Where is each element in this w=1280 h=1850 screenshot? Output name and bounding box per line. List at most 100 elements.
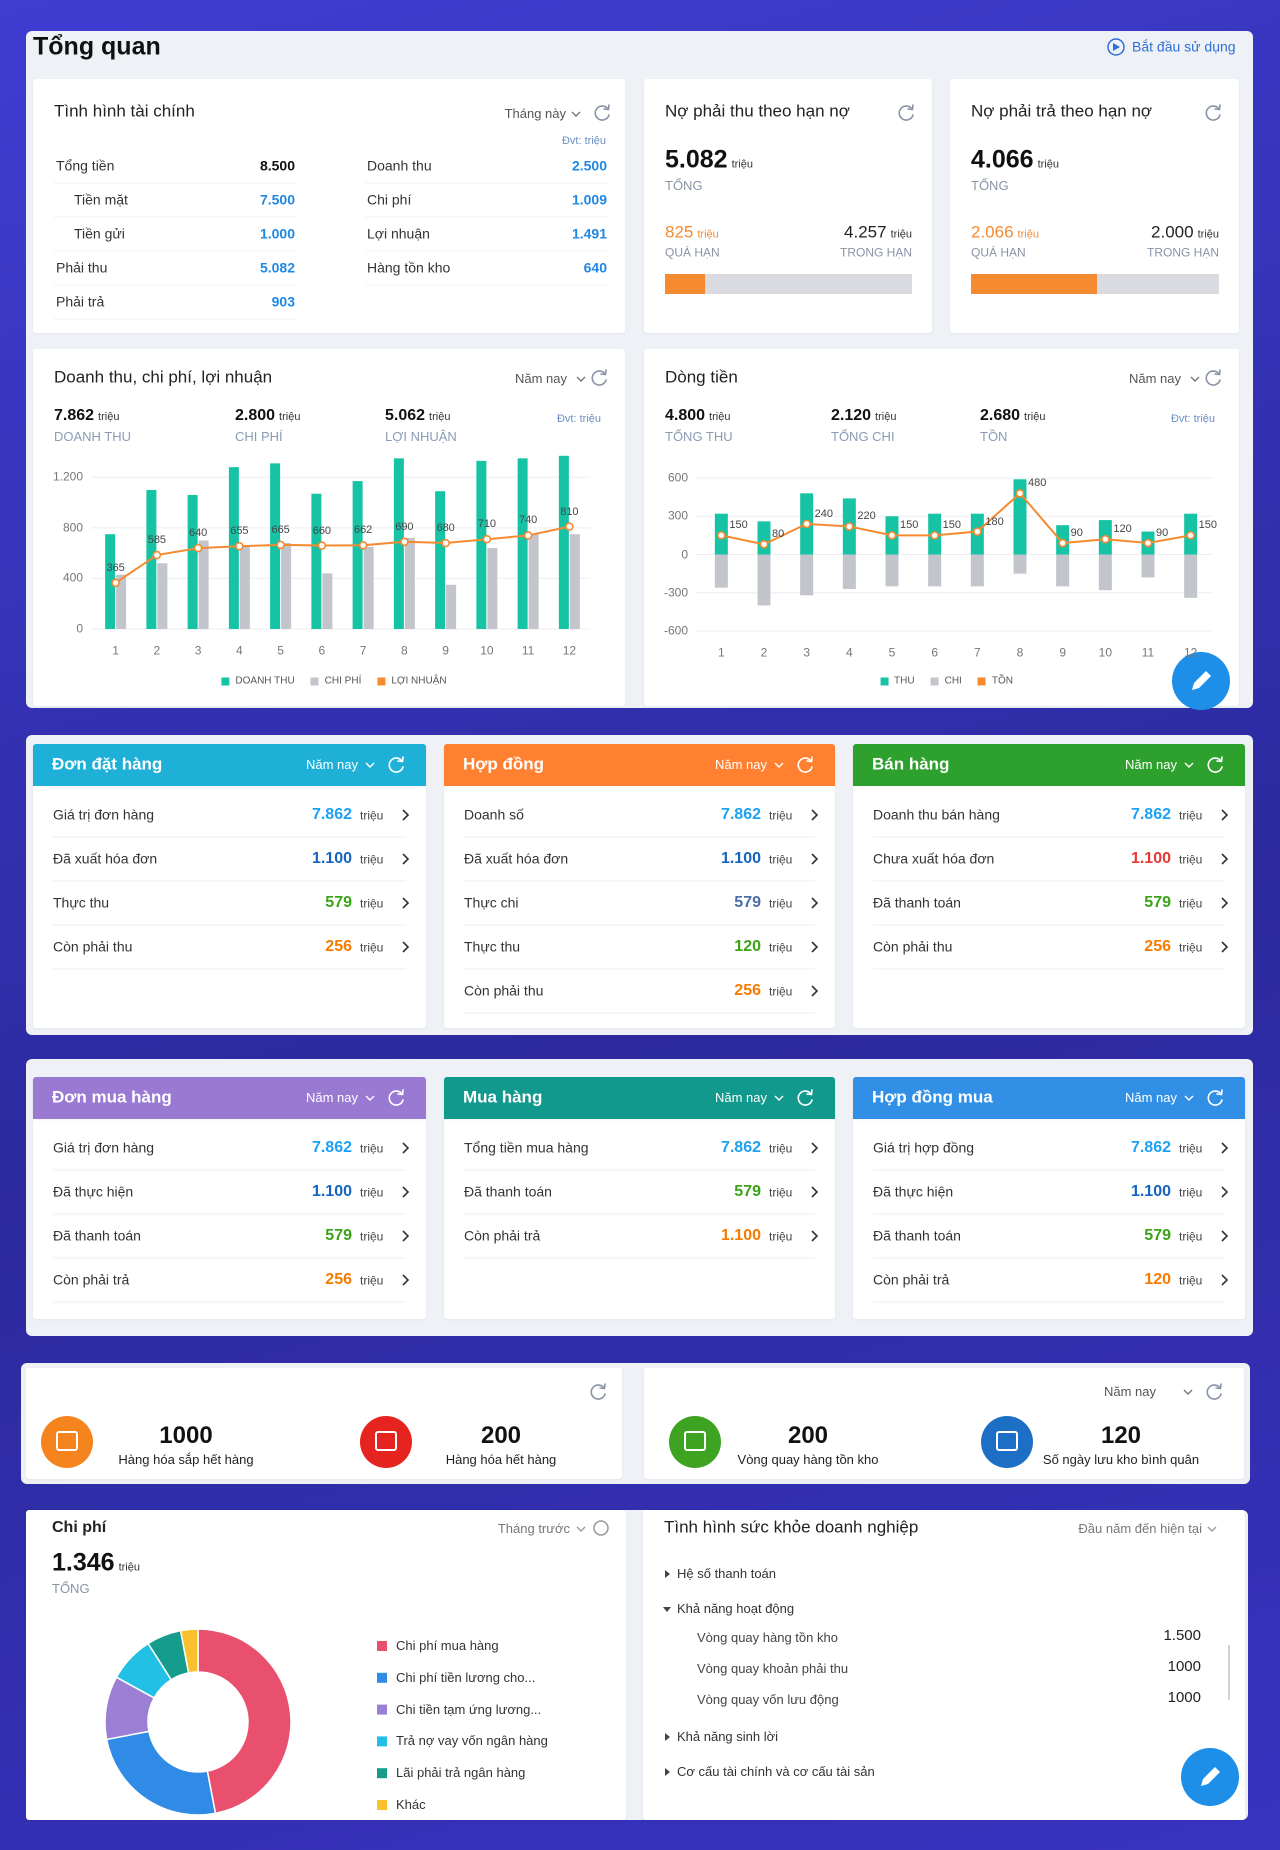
row-label: Thực thu xyxy=(464,938,521,955)
row-arrow[interactable] xyxy=(811,853,819,865)
settings-icon[interactable] xyxy=(593,1520,609,1536)
refresh-icon[interactable] xyxy=(1206,1383,1222,1400)
row-arrow[interactable] xyxy=(1221,853,1229,865)
line-point xyxy=(1101,534,1110,544)
row-arrow[interactable] xyxy=(811,985,819,997)
period-select[interactable]: Năm nay xyxy=(714,756,767,772)
period-select[interactable]: Năm nay xyxy=(714,1089,767,1105)
legend-label: Lãi phải trả ngân hàng xyxy=(396,1765,526,1781)
item-value: 1000 xyxy=(1167,1688,1201,1706)
bar xyxy=(558,455,569,629)
row-label: Còn phải trả xyxy=(464,1227,541,1244)
refresh-icon[interactable] xyxy=(797,1089,813,1106)
row-label: Còn phải trả xyxy=(53,1271,130,1288)
dropdown-chevron[interactable] xyxy=(1184,762,1194,768)
line-point xyxy=(152,550,162,560)
expand-caret-open[interactable] xyxy=(663,1607,671,1612)
dropdown-chevron[interactable] xyxy=(576,376,586,382)
progress-overdue xyxy=(971,274,1098,294)
dropdown-chevron[interactable] xyxy=(365,762,375,768)
item-value: 1.500 xyxy=(1163,1626,1201,1644)
row-arrow[interactable] xyxy=(1221,1230,1229,1242)
row-label: Còn phải thu xyxy=(873,938,953,955)
period-select[interactable]: Năm nay xyxy=(1103,1383,1156,1399)
expand-caret[interactable] xyxy=(665,1570,670,1578)
legend-label: Khác xyxy=(396,1796,426,1812)
row-arrow[interactable] xyxy=(402,897,410,909)
row-arrow[interactable] xyxy=(1221,941,1229,953)
legend-swatch xyxy=(880,677,889,685)
refresh-icon[interactable] xyxy=(594,104,610,121)
row-arrow[interactable] xyxy=(1221,1186,1229,1198)
dropdown-chevron[interactable] xyxy=(1207,1526,1217,1532)
refresh-icon[interactable] xyxy=(591,369,607,386)
legend-label: CHI xyxy=(944,675,962,687)
expand-caret[interactable] xyxy=(665,1733,670,1741)
period-select[interactable]: Tháng trước xyxy=(497,1520,570,1536)
dropdown-chevron[interactable] xyxy=(571,111,581,117)
expand-caret[interactable] xyxy=(665,1768,670,1776)
refresh-icon[interactable] xyxy=(1207,756,1223,773)
row-arrow[interactable] xyxy=(1221,897,1229,909)
refresh-icon[interactable] xyxy=(797,756,813,773)
row-arrow[interactable] xyxy=(402,1230,410,1242)
refresh-icon[interactable] xyxy=(388,1089,404,1106)
group-label[interactable]: Khả năng hoạt động xyxy=(677,1600,795,1616)
period-select[interactable]: Năm nay xyxy=(1128,370,1181,386)
row-arrow[interactable] xyxy=(1221,1274,1229,1286)
row-arrow[interactable] xyxy=(811,1230,819,1242)
period-select[interactable]: Năm nay xyxy=(305,1089,358,1105)
line-point xyxy=(358,541,368,550)
dropdown-chevron[interactable] xyxy=(1190,376,1200,382)
start-icon[interactable] xyxy=(1107,38,1125,56)
refresh-icon[interactable] xyxy=(1207,1089,1223,1106)
row-arrow[interactable] xyxy=(402,941,410,953)
row-arrow[interactable] xyxy=(1221,809,1229,821)
group-label[interactable]: Khả năng sinh lời xyxy=(677,1728,779,1744)
row-arrow[interactable] xyxy=(402,1274,410,1286)
period-select[interactable]: Năm nay xyxy=(1124,1089,1177,1105)
bar xyxy=(517,458,528,629)
dropdown-chevron[interactable] xyxy=(1183,1389,1193,1395)
group-label[interactable]: Cơ cấu tài chính và cơ cấu tài sản xyxy=(677,1763,875,1779)
x-tick-label: 3 xyxy=(803,645,810,660)
dropdown-chevron[interactable] xyxy=(1184,1095,1194,1101)
refresh-icon[interactable] xyxy=(388,756,404,773)
dropdown-chevron[interactable] xyxy=(365,1095,375,1101)
row-arrow[interactable] xyxy=(811,1142,819,1154)
data-label: 240 xyxy=(814,507,834,520)
row-arrow[interactable] xyxy=(402,1186,410,1198)
row-arrow[interactable] xyxy=(811,941,819,953)
refresh-icon[interactable] xyxy=(1205,369,1221,386)
row-arrow[interactable] xyxy=(811,809,819,821)
dropdown-chevron[interactable] xyxy=(774,762,784,768)
summary-value: 2.800 xyxy=(235,407,276,425)
dropdown-chevron[interactable] xyxy=(774,1095,784,1101)
x-tick-label: 1 xyxy=(112,643,119,658)
refresh-arrow xyxy=(806,1089,813,1096)
period-select[interactable]: Tháng này xyxy=(504,105,566,121)
row-arrow[interactable] xyxy=(1221,1142,1229,1154)
chart-title: Doanh thu, chi phí, lợi nhuận xyxy=(54,367,273,387)
period-select[interactable]: Đầu năm đến hiện tại xyxy=(1078,1520,1202,1536)
row-arrow[interactable] xyxy=(811,1186,819,1198)
refresh-arrow xyxy=(1215,1383,1222,1390)
bar xyxy=(198,540,209,629)
row-arrow[interactable] xyxy=(402,809,410,821)
refresh-icon[interactable] xyxy=(898,104,914,121)
period-select[interactable]: Năm nay xyxy=(305,756,358,772)
refresh-icon[interactable] xyxy=(590,1383,606,1400)
start-link[interactable]: Bắt đầu sử dụng xyxy=(1132,38,1236,55)
data-label: 150 xyxy=(729,519,748,532)
card-title: Nợ phải trả theo hạn nợ xyxy=(971,101,1153,121)
period-select[interactable]: Năm nay xyxy=(514,370,567,386)
row-arrow[interactable] xyxy=(402,1142,410,1154)
x-tick-label: 8 xyxy=(401,643,408,658)
group-label[interactable]: Hệ số thanh toán xyxy=(677,1565,777,1581)
refresh-icon[interactable] xyxy=(1205,104,1221,121)
row-arrow[interactable] xyxy=(402,853,410,865)
row-arrow[interactable] xyxy=(811,897,819,909)
dropdown-chevron[interactable] xyxy=(576,1526,586,1532)
line-point xyxy=(887,531,897,540)
period-select[interactable]: Năm nay xyxy=(1124,756,1177,772)
